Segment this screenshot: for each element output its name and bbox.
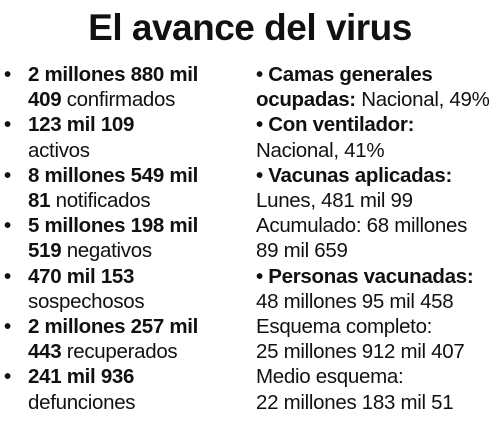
stat-value: 241 mil 936: [28, 365, 135, 389]
vacunas-acumulado: Acumulado: 68 millones: [256, 214, 468, 238]
camas-heading: • Camas generales: [256, 63, 433, 86]
stat-sospechosos: • 470 mil 153 sospechosos: [4, 264, 250, 314]
esquema-completo-label: Esquema completo:: [256, 315, 433, 339]
vacunas-heading: • Vacunas aplicadas:: [256, 163, 453, 187]
stat-value: 5 millones 198 mil: [28, 214, 199, 238]
stats-right-column: • Camas generales ocupadas: Nacional, 49…: [256, 62, 500, 415]
esquema-completo-value: 25 millones 912 mil 407: [256, 340, 465, 364]
bullet-icon: •: [4, 113, 11, 137]
stat-value: 2 millones 880 mil: [28, 63, 199, 86]
stat-notificados: • 8 millones 549 mil 81 notificados: [4, 163, 250, 213]
medio-esquema-label: Medio esquema:: [256, 365, 404, 389]
stat-value-cont: 443: [28, 340, 62, 364]
stat-negativos: • 5 millones 198 mil 519 negativos: [4, 213, 250, 263]
personas-section: • Personas vacunadas: 48 millones 95 mil…: [256, 264, 500, 415]
ventilador-section: • Con ventilador: Nacional, 41%: [256, 112, 500, 162]
headline: El avance del virus: [88, 7, 412, 48]
camas-value: Nacional, 49%: [355, 88, 490, 112]
stat-label: activos: [28, 138, 90, 162]
bullet-icon: •: [4, 63, 11, 86]
stat-value-cont: 409: [28, 88, 62, 112]
personas-total: 48 millones 95 mil 458: [256, 289, 454, 313]
stat-value: 8 millones 549 mil: [28, 163, 199, 187]
stat-confirmados: • 2 millones 880 mil 409 confirmados: [4, 62, 250, 112]
stat-label: sospechosos: [28, 289, 145, 313]
vacunas-section: • Vacunas aplicadas: Lunes, 481 mil 99 A…: [256, 163, 500, 264]
vacunas-acumulado-cont: 89 mil 659: [256, 239, 348, 263]
camas-heading-cont: ocupadas:: [256, 88, 356, 112]
stat-defunciones: • 241 mil 936 defunciones: [4, 364, 250, 414]
medio-esquema-value: 22 millones 183 mil 51: [256, 390, 454, 414]
bullet-icon: •: [4, 264, 11, 288]
stats-left-column: • 2 millones 880 mil 409 confirmados • 1…: [4, 62, 250, 415]
stat-value: 2 millones 257 mil: [28, 315, 199, 339]
camas-section: • Camas generales ocupadas: Nacional, 49…: [256, 62, 500, 112]
ventilador-value: Nacional, 41%: [256, 138, 385, 162]
stat-label: notificados: [50, 189, 151, 213]
stat-label: recuperados: [61, 340, 178, 364]
stat-value: 470 mil 153: [28, 264, 135, 288]
bullet-icon: •: [4, 315, 11, 339]
stat-label: negativos: [61, 239, 152, 263]
stat-value: 123 mil 109: [28, 113, 135, 137]
ventilador-heading: • Con ventilador:: [256, 113, 415, 137]
bullet-icon: •: [4, 365, 11, 389]
stat-recuperados: • 2 millones 257 mil 443 recuperados: [4, 314, 250, 364]
bullet-icon: •: [4, 163, 11, 187]
stat-value-cont: 81: [28, 189, 51, 213]
stat-value-cont: 519: [28, 239, 62, 263]
bullet-icon: •: [4, 214, 11, 238]
personas-heading: • Personas vacunadas:: [256, 264, 474, 288]
vacunas-lunes: Lunes, 481 mil 99: [256, 189, 413, 213]
stat-activos: • 123 mil 109 activos: [4, 112, 250, 162]
stat-label: defunciones: [28, 390, 136, 414]
stat-label: confirmados: [61, 88, 176, 112]
